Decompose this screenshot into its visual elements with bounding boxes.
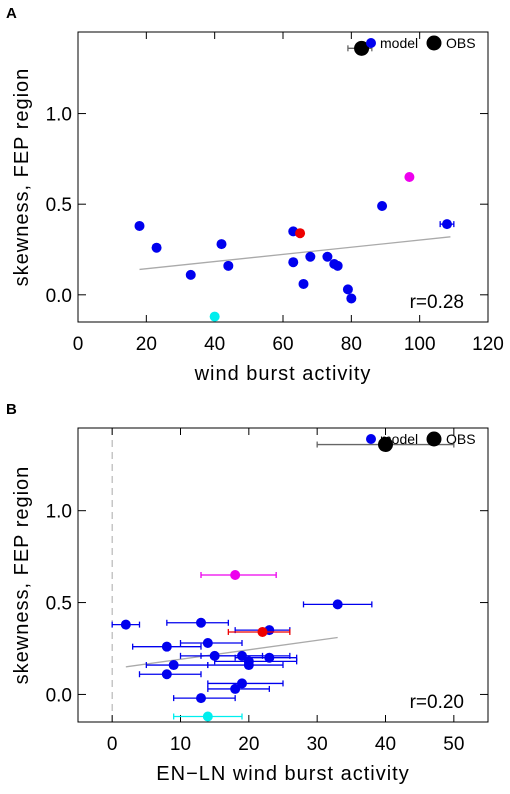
model-point (295, 228, 306, 239)
regression-line (139, 236, 451, 271)
model-point (404, 172, 415, 182)
model-point (264, 652, 275, 663)
x-tick-label: 40 (375, 734, 396, 755)
x-tick-label: 40 (204, 334, 225, 355)
model-point (196, 617, 206, 628)
legend-marker-model (366, 434, 376, 444)
model-point (134, 220, 145, 231)
y-tick-label: 0.5 (46, 195, 72, 216)
x-tick-label: 80 (341, 334, 362, 355)
model-point (216, 239, 227, 250)
x-tick-label: 60 (272, 334, 293, 355)
panel-b: B 0 10 20 30 40 50 0.0 0.5 1.0 EN−LN wind burst ac… (6, 401, 489, 785)
regression-line (125, 636, 338, 668)
x-tick-label: 120 (472, 334, 504, 355)
correlation-annotation: r=0.28 (410, 292, 464, 313)
x-tick-label: 0 (73, 334, 84, 355)
model-point (223, 260, 234, 271)
model-point (151, 242, 162, 253)
model-point (230, 683, 241, 694)
legend-label-obs: OBS (446, 35, 476, 51)
y-tick-label: 1.0 (46, 105, 72, 126)
obs-point (354, 40, 370, 56)
y-tick-label: 0.5 (46, 594, 72, 615)
y-tick-label: 0.0 (46, 685, 72, 706)
legend-marker-obs (426, 35, 442, 51)
model-point (243, 656, 254, 667)
model-point (298, 278, 309, 289)
correlation-annotation: r=0.20 (410, 692, 464, 713)
model-point (305, 251, 316, 262)
model-point (346, 293, 357, 304)
model-point (257, 626, 268, 637)
x-axis-label: EN−LN wind burst activity (156, 763, 409, 785)
legend-label-obs: OBS (446, 431, 476, 447)
model-point (237, 678, 247, 689)
model-point (332, 599, 343, 610)
plot-frame (77, 427, 489, 723)
x-tick-label: 20 (238, 734, 259, 755)
model-point (196, 693, 206, 704)
model-point (332, 260, 343, 271)
model-point (230, 570, 241, 580)
model-point (185, 269, 196, 280)
legend-label-model: model (380, 35, 418, 51)
x-tick-label: 100 (404, 334, 436, 355)
panel-a: A 0 20 40 60 80 100 120 0.0 0.5 1.0 wind burst acti… (6, 5, 504, 385)
model-point (288, 257, 299, 268)
legend-marker-obs (426, 431, 442, 447)
x-tick-label: 10 (170, 734, 191, 755)
model-point (161, 669, 172, 680)
x-tick-label: 0 (107, 734, 118, 755)
y-tick-label: 0.0 (46, 286, 72, 307)
y-axis-label: skewness, FEP region (11, 68, 33, 287)
y-tick-label: 1.0 (46, 502, 72, 523)
model-point (202, 637, 213, 648)
x-tick-label: 30 (307, 734, 328, 755)
model-point (202, 711, 213, 722)
panel-letter: A (6, 5, 17, 22)
legend-label-model: model (380, 431, 418, 447)
y-axis-label: skewness, FEP region (11, 466, 33, 685)
x-tick-label: 20 (136, 334, 157, 355)
obs-point (378, 437, 393, 453)
model-point (322, 251, 333, 262)
model-point (237, 650, 247, 661)
model-point (168, 660, 179, 671)
model-point (442, 219, 452, 230)
model-point (342, 284, 353, 295)
model-point (377, 201, 388, 211)
x-tick-label: 50 (443, 734, 464, 755)
legend-marker-model (366, 38, 376, 48)
plot-frame (77, 31, 489, 323)
model-point (120, 619, 131, 630)
panel-letter: B (6, 401, 17, 418)
model-point (209, 311, 220, 322)
model-point (161, 641, 172, 652)
x-axis-label: wind burst activity (194, 363, 372, 385)
